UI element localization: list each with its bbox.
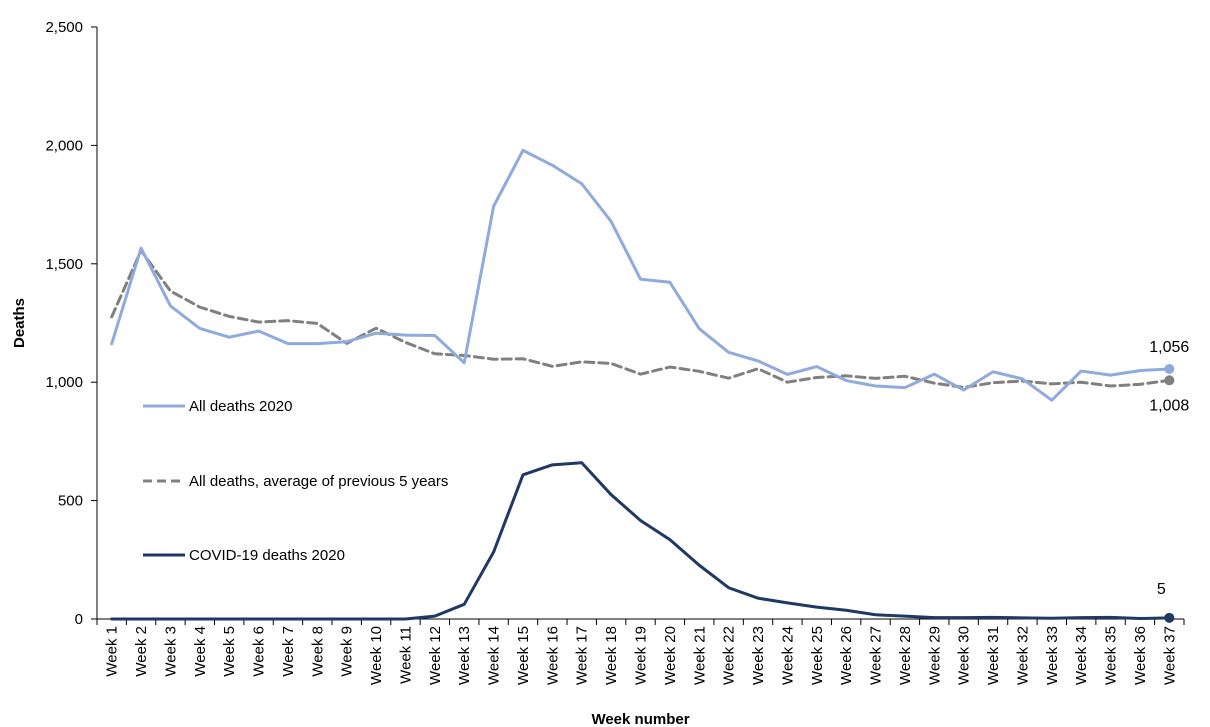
x-tick-label: Week 9	[339, 626, 356, 677]
x-tick-label: Week 28	[897, 626, 914, 685]
y-tick-label: 0	[75, 611, 83, 628]
end-value-label: 1,056	[1149, 339, 1189, 356]
y-tick-label: 1,000	[45, 374, 83, 391]
x-tick-label: Week 13	[456, 626, 473, 685]
end-labels: 1,056 1,008 5	[1149, 339, 1189, 623]
end-value-label: 1,008	[1149, 397, 1189, 414]
y-tick-label: 2,500	[45, 19, 83, 36]
end-point-marker	[1164, 375, 1175, 386]
series-line	[110, 249, 1171, 389]
y-tick-label: 1,500	[45, 256, 83, 273]
x-tick-label: Week 4	[192, 626, 209, 677]
y-tick-label: 2,000	[45, 137, 83, 154]
x-tick-label: Week 7	[280, 626, 297, 677]
x-axis-ticks: Week 1 Week 2 Week 3 Week 4 Week 5 Week 6 Week…	[96, 619, 1185, 685]
x-tick-label: Week 8	[309, 626, 326, 677]
end-point-marker	[1164, 363, 1175, 374]
series-line	[110, 461, 1171, 621]
x-tick-label: Week 31	[985, 626, 1002, 685]
x-tick-label: Week 18	[603, 626, 620, 685]
x-tick-label: Week 21	[691, 626, 708, 685]
x-tick-label: Week 36	[1132, 626, 1149, 685]
end-point-marker	[1164, 612, 1175, 623]
y-axis-title: Deaths	[11, 298, 28, 348]
series-layer	[110, 148, 1171, 621]
x-tick-label: Week 37	[1161, 626, 1178, 685]
x-tick-label: Week 14	[486, 626, 503, 685]
legend: All deaths 2020 All deaths, average of pr…	[143, 398, 448, 564]
series-line	[110, 148, 1171, 402]
legend-label: All deaths, average of previous 5 years	[189, 473, 448, 490]
x-tick-label: Week 10	[368, 626, 385, 685]
x-tick-label: Week 29	[926, 626, 943, 685]
x-tick-label: Week 5	[221, 626, 238, 677]
x-tick-label: Week 3	[162, 626, 179, 677]
legend-label: COVID-19 deaths 2020	[189, 547, 345, 564]
y-tick-label: 500	[58, 493, 83, 510]
x-axis-title: Week number	[591, 711, 689, 727]
x-tick-label: Week 22	[721, 626, 738, 685]
x-tick-label: Week 19	[633, 626, 650, 685]
x-tick-label: Week 26	[838, 626, 855, 685]
legend-label: All deaths 2020	[189, 398, 292, 415]
x-tick-label: Week 24	[779, 626, 796, 685]
x-tick-label: Week 16	[544, 626, 561, 685]
x-tick-label: Week 12	[427, 626, 444, 685]
x-tick-label: Week 1	[104, 626, 121, 677]
x-tick-label: Week 35	[1103, 626, 1120, 685]
x-tick-label: Week 34	[1073, 626, 1090, 685]
x-tick-label: Week 33	[1044, 626, 1061, 685]
x-tick-label: Week 30	[956, 626, 973, 685]
x-tick-label: Week 2	[133, 626, 150, 677]
x-tick-label: Week 20	[662, 626, 679, 685]
x-tick-label: Week 27	[868, 626, 885, 685]
x-tick-label: Week 17	[574, 626, 591, 685]
x-tick-label: Week 11	[397, 626, 414, 684]
x-tick-label: Week 32	[1014, 626, 1031, 685]
end-value-label: 5	[1157, 581, 1166, 598]
x-tick-label: Week 25	[809, 626, 826, 685]
x-tick-label: Week 15	[515, 626, 532, 685]
x-tick-label: Week 23	[750, 626, 767, 685]
x-tick-label: Week 6	[251, 626, 268, 677]
y-axis-ticks: 0 500 1,000 1,500 2,000 2,500	[45, 19, 97, 628]
